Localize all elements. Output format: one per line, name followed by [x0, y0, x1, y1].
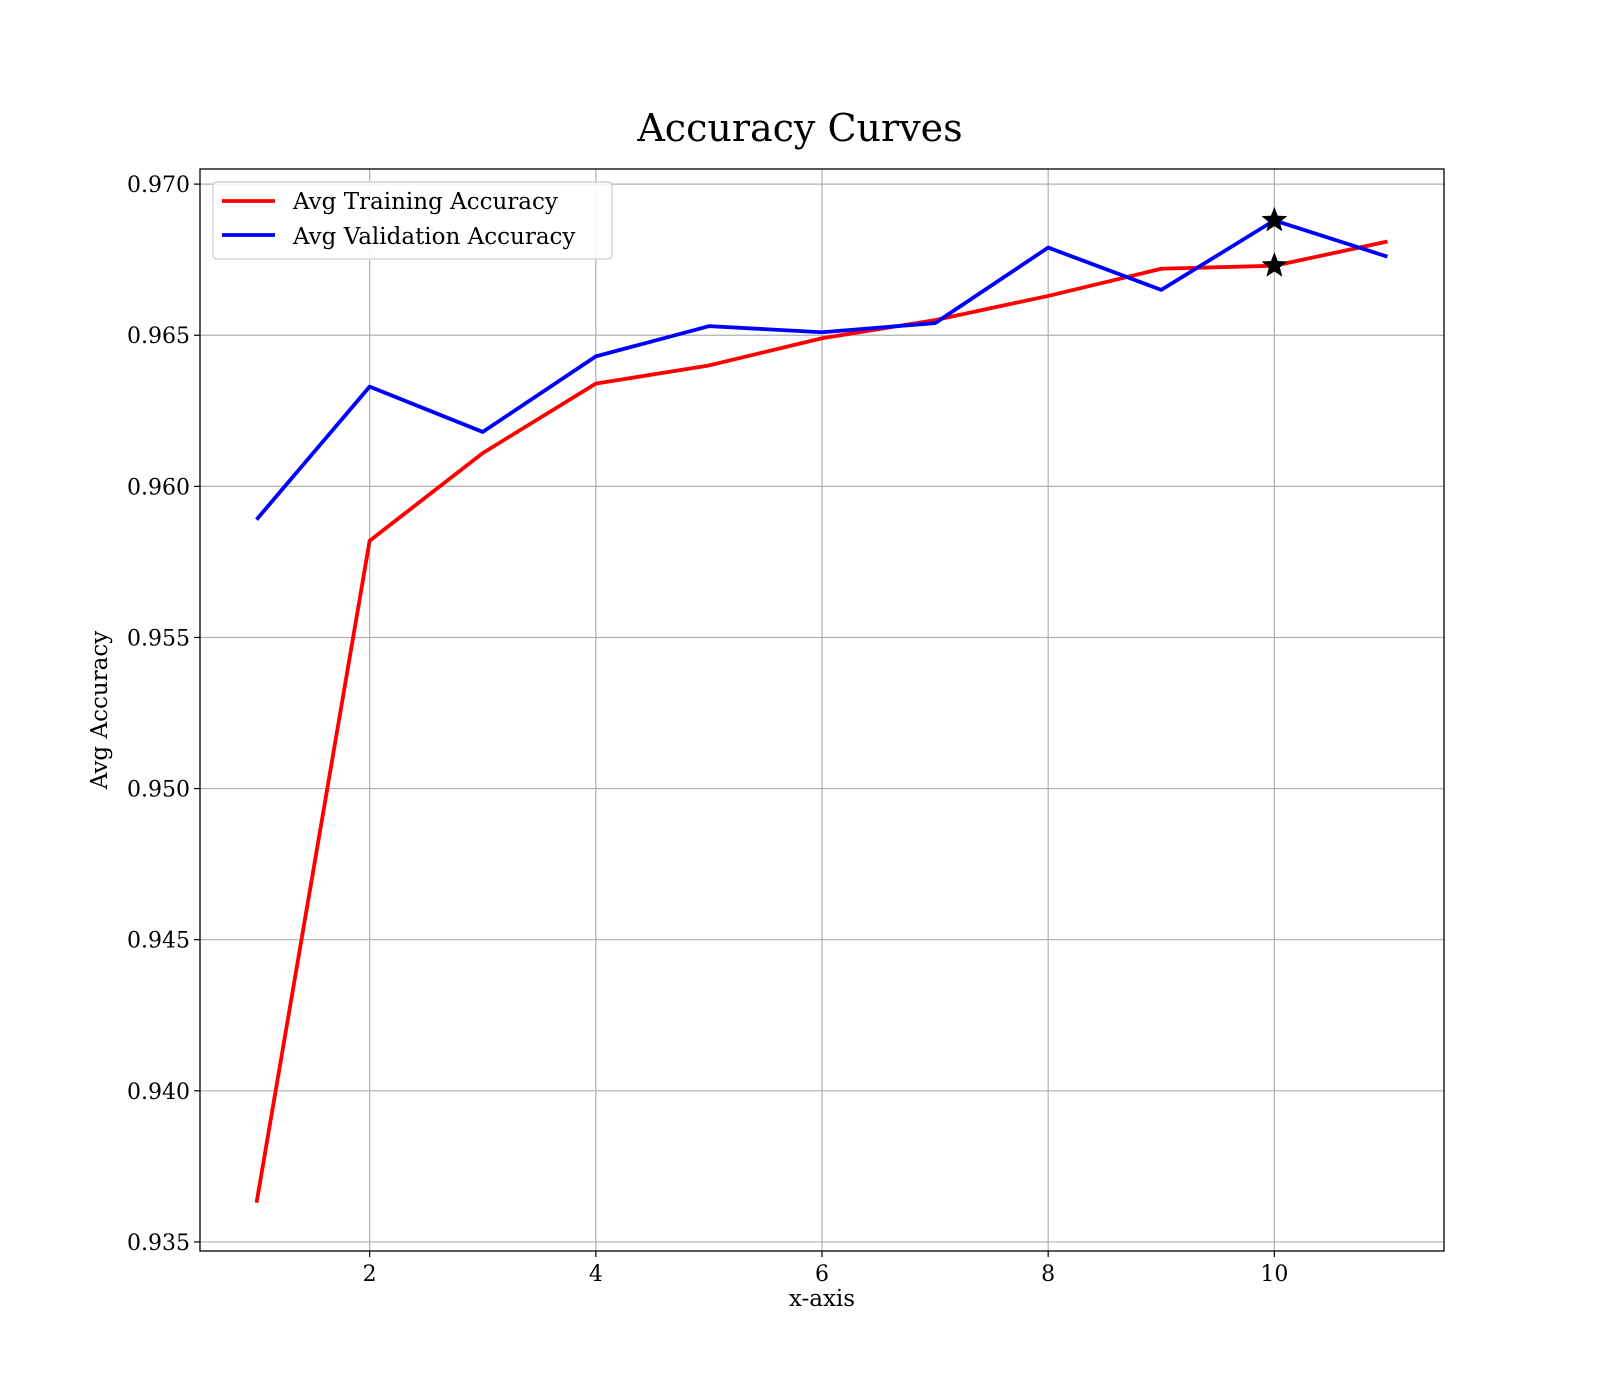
x-tick-label: 10	[1260, 1262, 1288, 1287]
legend: Avg Training Accuracy Avg Validation Acc…	[212, 181, 613, 260]
series-group	[254, 218, 1389, 1203]
grid	[200, 169, 1444, 1251]
legend-box	[212, 181, 613, 260]
y-axis-ticks: 0.935 0.940 0.945 0.950 0.955 0.960 0.965 0.970	[127, 173, 200, 1256]
x-axis-ticks: 2 4 6 8 10	[363, 1251, 1288, 1287]
x-tick-label: 4	[589, 1262, 603, 1287]
y-tick-label: 0.960	[127, 475, 190, 500]
y-tick-label: 0.955	[127, 626, 190, 651]
y-tick-label: 0.945	[127, 929, 190, 954]
y-tick-label: 0.950	[127, 778, 190, 803]
y-axis-label: Avg Accuracy	[87, 631, 113, 790]
y-tick-label: 0.935	[127, 1231, 190, 1256]
legend-label-training: Avg Training Accuracy	[292, 189, 558, 215]
x-tick-label: 2	[363, 1262, 377, 1287]
best-markers	[1261, 206, 1288, 277]
legend-label-validation: Avg Validation Accuracy	[292, 224, 575, 250]
star-icon	[1261, 206, 1288, 232]
star-icon	[1261, 252, 1288, 277]
y-tick-label: 0.940	[127, 1080, 190, 1105]
series-line-validation	[255, 218, 1389, 521]
x-tick-label: 6	[815, 1262, 829, 1287]
chart-title: Accuracy Curves	[636, 106, 962, 150]
y-tick-label: 0.965	[127, 324, 190, 349]
y-tick-label: 0.970	[127, 173, 190, 198]
x-axis-label: x-axis	[789, 1286, 855, 1312]
x-tick-label: 8	[1041, 1262, 1055, 1287]
